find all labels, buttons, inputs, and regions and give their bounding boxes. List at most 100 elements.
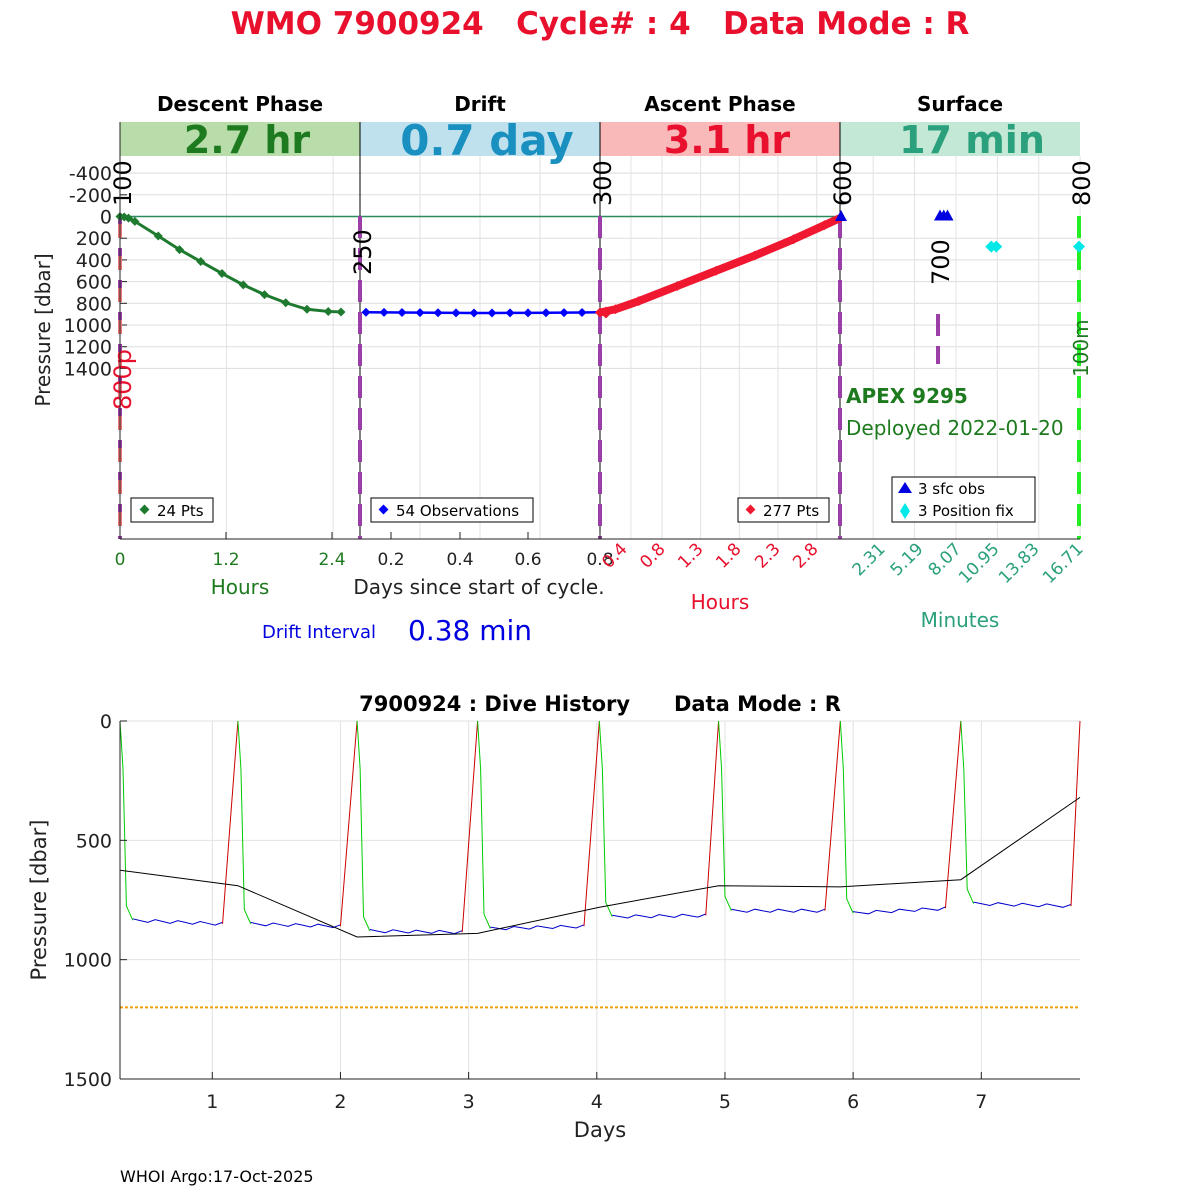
x-tick-label: 1	[206, 1091, 218, 1113]
footer-credit: WHOI Argo:17-Oct-2025	[120, 1167, 314, 1186]
ascent-point	[610, 304, 621, 315]
descent-point	[196, 257, 206, 267]
legend-label: 24 Pts	[157, 502, 204, 520]
legend-label: 3 sfc obs	[918, 480, 985, 498]
ascent-point	[711, 265, 722, 276]
drift-trace	[250, 921, 341, 929]
surface-tick-label: 5.19	[887, 539, 928, 580]
descent-tick-label: 1.2	[212, 550, 239, 570]
y-tick-label: 1000	[64, 315, 112, 337]
descent-tick-label: 2.4	[318, 550, 345, 570]
ascent-tick-label: 2.3	[751, 539, 784, 572]
drift-interval-label: Drift Interval	[262, 622, 376, 643]
y-tick-label: 0	[100, 711, 112, 733]
ascent-point	[672, 280, 683, 291]
descent-trace	[119, 720, 134, 921]
drift-point	[397, 308, 407, 318]
drift-point	[433, 308, 443, 318]
descent-trace	[718, 720, 732, 911]
drift-point	[361, 307, 371, 317]
legend-drift: 54 Observations	[370, 497, 534, 523]
legend-marker	[900, 503, 910, 519]
drift-trace	[853, 906, 946, 915]
x-tick-label: 3	[463, 1091, 475, 1113]
descent-point	[281, 298, 291, 308]
deployment-date: Deployed 2022-01-20	[846, 416, 1064, 440]
drift-point	[541, 308, 551, 318]
y-tick-label: 1000	[64, 950, 112, 972]
trend-line	[119, 796, 1081, 938]
phase-duration-descent: 2.7 hr	[184, 118, 311, 162]
bottom-x-axis-label: Days	[574, 1118, 626, 1142]
drift-tick-label: 0.4	[446, 550, 473, 570]
vertical-label-800: 800	[1068, 160, 1096, 206]
y-tick-label: 400	[76, 250, 112, 272]
drift-point	[505, 308, 515, 318]
descent-point	[238, 280, 248, 290]
bottom-axes: 1 2 3 4 5 6 7 0 500 1000 1500	[64, 711, 988, 1113]
legend-surface: 3 sfc obs 3 Position fix	[891, 476, 1036, 523]
ascent-point	[819, 220, 830, 231]
drift-point	[415, 308, 425, 318]
surface-tick-label: 10.95	[955, 539, 1004, 588]
ascent-tick-label: 1.8	[712, 539, 745, 572]
phase-title-ascent: Ascent Phase	[644, 92, 795, 116]
ascent-axis-label: Hours	[691, 590, 750, 614]
descent-point	[302, 304, 312, 314]
surface-tick-label: 2.31	[849, 539, 890, 580]
legend-marker	[745, 504, 756, 515]
descent-trace	[960, 720, 975, 904]
ascent-point	[633, 296, 644, 307]
drift-trace	[973, 901, 1072, 908]
meter-limit-label: 100m	[1069, 319, 1093, 377]
drift-trace	[612, 913, 706, 919]
descent-trace	[839, 720, 854, 914]
phase-title-drift: Drift	[454, 92, 506, 116]
descent-point	[217, 268, 227, 278]
phase-title-surface: Surface	[917, 92, 1003, 116]
legend-label: 3 Position fix	[918, 502, 1014, 520]
y-tick-label: 800	[76, 293, 112, 315]
y-tick-label: 200	[76, 228, 112, 250]
surface-obs-point	[941, 209, 954, 221]
descent-point	[260, 290, 269, 300]
drift-point	[379, 307, 389, 317]
vertical-label-100: 100	[109, 160, 137, 206]
vertical-label-250: 250	[349, 229, 377, 275]
phase-band-ascent	[600, 122, 840, 156]
ascent-point	[600, 306, 612, 319]
x-tick-label: 6	[847, 1091, 859, 1113]
descent-point	[153, 231, 163, 241]
y-tick-label: -200	[69, 185, 112, 207]
surface-series	[835, 209, 1085, 253]
phase-duration-drift: 0.7 day	[400, 116, 574, 165]
drift-tick-label: 0.8	[586, 550, 613, 570]
descent-trace	[237, 720, 252, 925]
x-tick-label: 7	[975, 1091, 987, 1113]
ascent-point	[749, 250, 760, 261]
position-fix-point	[1073, 240, 1085, 253]
ascent-trace	[824, 720, 841, 911]
legend-label: 54 Observations	[396, 502, 519, 520]
descent-point	[130, 216, 140, 226]
descent-trace	[598, 720, 613, 917]
drift-trace	[132, 918, 223, 926]
legend-marker	[139, 504, 150, 515]
drift-trace	[731, 908, 826, 913]
bottom-chart: 7900924 : Dive History Data Mode : R 1 2 3…	[27, 692, 1081, 1142]
drift-tick-label: 0.6	[514, 550, 541, 570]
y-tick-label: 1200	[64, 337, 112, 359]
ascent-tick-label: 0.8	[636, 539, 669, 572]
drift-tick-label: 0.2	[377, 550, 404, 570]
phase-duration-surface: 17 min	[899, 118, 1045, 162]
ascent-tick-label: 2.8	[789, 539, 822, 572]
drift-point	[559, 308, 569, 318]
y-tick-label: 500	[76, 830, 112, 852]
ascent-trace	[339, 720, 358, 927]
legend-marker	[898, 482, 912, 493]
descent-trace	[477, 720, 491, 929]
vertical-label-700: 700	[927, 239, 955, 285]
ascent-trace	[222, 720, 239, 924]
